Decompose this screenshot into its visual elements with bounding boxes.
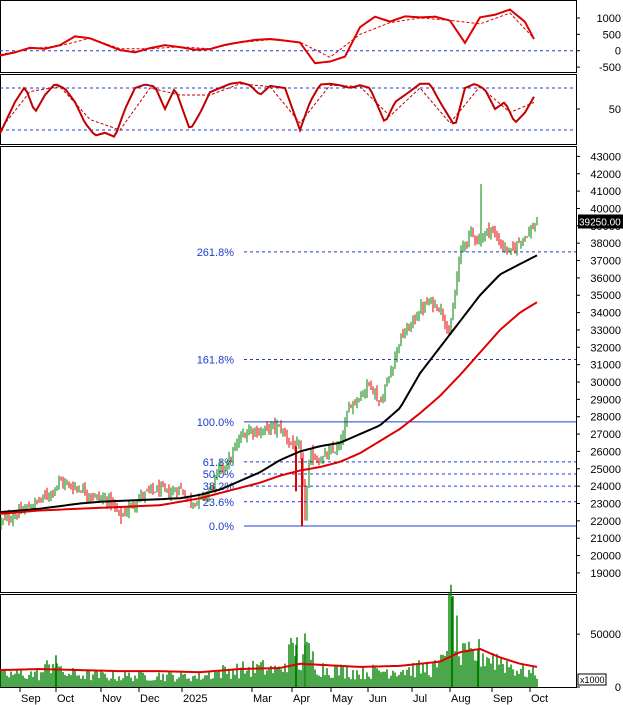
y-tick-label: 38000 xyxy=(590,238,621,250)
y-tick-label: 41000 xyxy=(590,186,621,198)
panel-frame xyxy=(0,594,577,688)
x-tick-label: May xyxy=(332,693,353,705)
volume-unit-label: x1000 xyxy=(580,675,605,685)
y-tick-label: 50000 xyxy=(590,629,621,641)
panel-volume: 50000 0 x1000 Sep Oct Nov Dec 2025 Mar Apr May Jun J… xyxy=(0,584,621,705)
y-tick-label: 30000 xyxy=(590,377,621,389)
y-tick-label: 19000 xyxy=(590,568,621,580)
x-tick-label: Jun xyxy=(369,693,387,705)
oscillator-signal-line xyxy=(0,83,535,131)
fibonacci-label: 261.8% xyxy=(197,247,235,259)
y-tick-label: 500 xyxy=(603,29,621,41)
x-tick-label: Apr xyxy=(293,693,310,705)
moving-average-short xyxy=(0,254,538,514)
x-tick-label: Nov xyxy=(102,693,122,705)
y-tick-label: 20000 xyxy=(590,551,621,563)
y-tick-label: 0 xyxy=(615,682,621,694)
panel-frame xyxy=(0,146,577,593)
y-tick-label: 25000 xyxy=(590,464,621,476)
y-tick-label: 43000 xyxy=(590,151,621,163)
y-tick-label: 1000 xyxy=(597,13,621,25)
x-tick-label: 2025 xyxy=(183,693,207,705)
panel-price: 4300042000410004000039000380003700036000… xyxy=(0,146,623,593)
x-tick-label: Oct xyxy=(531,693,548,705)
x-tick-label: Jul xyxy=(413,693,427,705)
volume-unit-box xyxy=(577,673,607,686)
y-tick-label: 26000 xyxy=(590,446,621,458)
moving-average-long xyxy=(0,301,538,515)
fibonacci-label: 23.6% xyxy=(203,497,234,509)
y-tick-label: 28000 xyxy=(590,412,621,424)
y-tick-label: 31000 xyxy=(590,360,621,372)
x-tick-label: Oct xyxy=(57,693,74,705)
y-tick-label: 50 xyxy=(609,104,621,116)
volume-moving-average xyxy=(0,647,538,674)
x-tick-label: Sep xyxy=(493,693,513,705)
y-tick-label: 40000 xyxy=(590,203,621,215)
panel-macd: 1000 500 0 -500 xyxy=(0,0,621,74)
y-tick-label: 42000 xyxy=(590,169,621,181)
x-tick-label: Aug xyxy=(451,693,471,705)
panel-frame xyxy=(0,74,577,145)
oscillator-line xyxy=(0,81,535,138)
candles xyxy=(0,184,538,530)
y-tick-label: 21000 xyxy=(590,533,621,545)
last-price-tag xyxy=(578,214,623,229)
fibonacci-label: 100.0% xyxy=(197,417,235,429)
y-tick-label: 35000 xyxy=(590,290,621,302)
y-tick-label: 29000 xyxy=(590,394,621,406)
y-tick-label: 22000 xyxy=(590,516,621,528)
macd-signal-line xyxy=(0,12,535,58)
panel-oscillator: 50 xyxy=(0,74,621,145)
y-tick-label: 24000 xyxy=(590,481,621,493)
panel-frame xyxy=(0,0,577,73)
y-tick-label: 34000 xyxy=(590,308,621,320)
volume-bars xyxy=(0,584,538,687)
y-tick-label: 27000 xyxy=(590,429,621,441)
y-tick-label: 37000 xyxy=(590,256,621,268)
y-tick-label: 32000 xyxy=(590,342,621,354)
x-tick-label: Sep xyxy=(21,693,41,705)
macd-line xyxy=(0,8,535,65)
y-tick-label: 36000 xyxy=(590,273,621,285)
last-price-label: 39250.00 xyxy=(579,217,621,228)
y-tick-label: 33000 xyxy=(590,325,621,337)
y-tick-label: 23000 xyxy=(590,498,621,510)
fibonacci-label: 161.8% xyxy=(197,354,235,366)
y-tick-label: 0 xyxy=(615,46,621,58)
x-tick-label: Mar xyxy=(253,693,272,705)
y-tick-label: -500 xyxy=(599,62,621,74)
x-tick-label: Dec xyxy=(140,693,160,705)
fibonacci-label: 0.0% xyxy=(209,521,234,533)
